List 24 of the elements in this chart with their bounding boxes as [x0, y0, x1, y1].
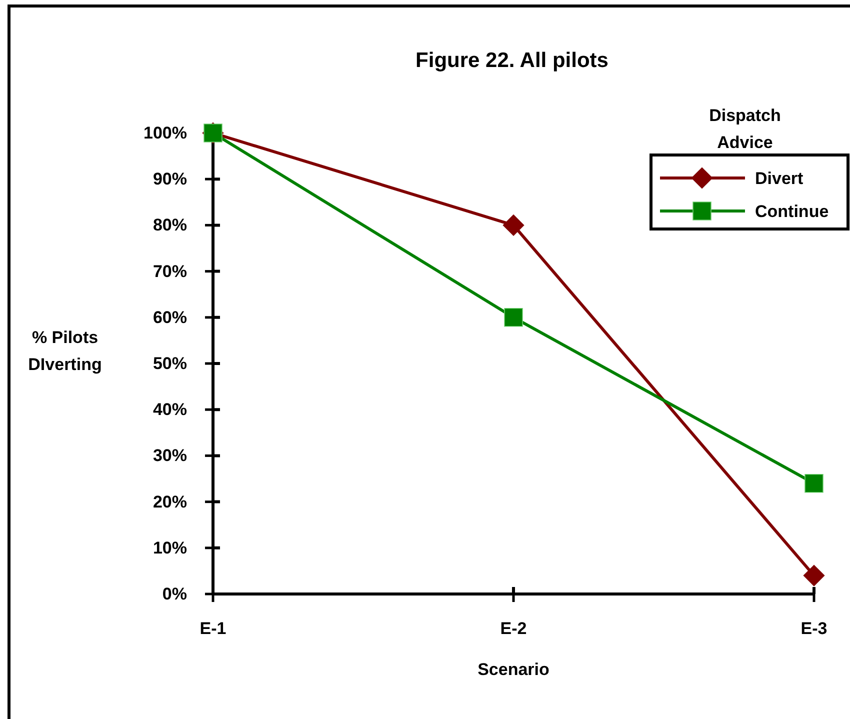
point [504, 308, 523, 327]
chart-title: Figure 22. All pilots [416, 49, 608, 72]
y-tick-label: 0% [162, 584, 187, 604]
y-tick-label: 60% [152, 308, 187, 327]
y-tick-label: 20% [152, 492, 187, 512]
legend-label: Divert [755, 169, 804, 188]
x-tick-label: E-3 [800, 619, 828, 638]
point [803, 564, 825, 586]
y-tick-label: 100% [144, 123, 187, 142]
y-tick-label: 80% [152, 216, 187, 235]
y-tick-label: 30% [152, 446, 187, 466]
legend-label: Continue [755, 202, 829, 221]
point [804, 474, 824, 493]
point [502, 214, 524, 236]
y-tick-label: 40% [152, 400, 187, 420]
y-tick-label: 70% [152, 262, 187, 281]
y-tick-label: 50% [152, 354, 187, 373]
x-tick-label: E-1 [200, 619, 226, 638]
x-axis-title: Scenario [478, 660, 550, 679]
y-axis-title: % Pilots DIverting [28, 328, 102, 374]
legend-title: Dispatch Advice [709, 106, 781, 152]
y-tick-label: 90% [152, 170, 187, 189]
y-tick-label: 10% [152, 538, 187, 558]
x-tick-label: E-2 [500, 619, 527, 638]
